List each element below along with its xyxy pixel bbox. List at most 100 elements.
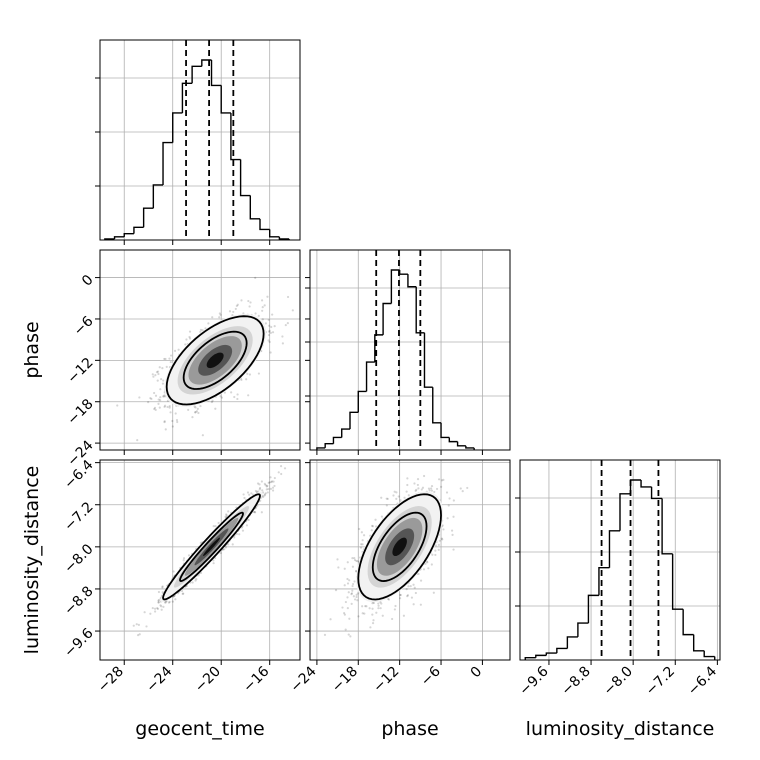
- scatter-point: [236, 397, 239, 401]
- scatter-point: [273, 484, 276, 488]
- scatter-point: [360, 531, 363, 534]
- panel-frame: [519, 459, 721, 661]
- scatter-point: [159, 604, 162, 607]
- scatter-point: [258, 483, 261, 486]
- scatter-point: [151, 373, 154, 376]
- scatter-point: [224, 546, 227, 549]
- scatter-point: [267, 318, 270, 322]
- scatter-point: [243, 496, 246, 500]
- scatter-point: [357, 615, 360, 618]
- histogram-bar: [382, 302, 392, 335]
- scatter-point: [363, 612, 366, 615]
- scatter-point: [361, 605, 364, 608]
- scatter-point: [405, 587, 408, 591]
- scatter-point: [246, 372, 249, 375]
- scatter-point: [181, 592, 184, 595]
- scatter-point: [175, 418, 179, 422]
- scatter-point: [271, 489, 275, 492]
- scatter-point: [433, 490, 436, 494]
- scatter-point: [437, 543, 441, 546]
- scatter-point: [212, 525, 215, 528]
- scatter-point: [409, 585, 412, 588]
- histogram-bar: [162, 141, 173, 185]
- scatter-point: [323, 633, 327, 637]
- x-tick-label: −18: [329, 664, 361, 696]
- scatter-point: [358, 527, 361, 531]
- scatter-point: [427, 567, 430, 570]
- scatter-point: [154, 394, 158, 397]
- scatter-point: [197, 574, 200, 577]
- scatter-point: [195, 578, 198, 581]
- histogram-bar: [440, 422, 450, 439]
- histogram-bar: [692, 634, 705, 652]
- scatter-point: [353, 580, 356, 583]
- scatter-point: [151, 606, 154, 610]
- scatter-point: [157, 601, 160, 604]
- scatter-point: [385, 504, 388, 507]
- scatter-point: [201, 434, 204, 437]
- scatter-point: [169, 354, 173, 357]
- histogram-bar: [357, 390, 367, 413]
- scatter-point: [413, 482, 416, 485]
- scatter-point: [194, 406, 197, 409]
- scatter-point: [452, 499, 455, 502]
- scatter-point: [341, 606, 344, 609]
- scatter-point: [406, 477, 409, 480]
- scatter-point: [348, 579, 351, 582]
- scatter-point: [452, 515, 455, 518]
- histogram-bar: [191, 65, 202, 84]
- scatter-point: [153, 406, 157, 409]
- scatter-point: [187, 554, 191, 557]
- histogram-bar: [577, 622, 589, 637]
- scatter-point: [428, 489, 431, 492]
- scatter-point: [164, 357, 167, 361]
- x-tick-label: −24: [288, 663, 320, 695]
- scatter-point: [438, 478, 441, 481]
- scatter-point: [195, 410, 199, 413]
- scatter-point: [434, 544, 437, 547]
- scatter-point: [269, 487, 273, 490]
- histogram-bar: [566, 636, 578, 649]
- scatter-point: [136, 633, 140, 637]
- scatter-point: [347, 633, 350, 636]
- scatter-point: [184, 343, 187, 346]
- scatter-point: [286, 295, 290, 299]
- scatter-point: [157, 590, 161, 594]
- scatter-point: [245, 378, 248, 381]
- scatter-point: [171, 425, 174, 428]
- scatter-point: [240, 299, 243, 302]
- scatter-point: [371, 607, 374, 610]
- scatter-point: [435, 487, 439, 491]
- scatter-point: [212, 562, 215, 565]
- scatter-point: [220, 396, 223, 399]
- scatter-point: [194, 411, 197, 414]
- scatter-point: [252, 510, 255, 513]
- scatter-point: [177, 454, 179, 456]
- histogram-bar: [316, 447, 326, 450]
- scatter-point: [337, 566, 340, 569]
- scatter-point: [188, 330, 192, 333]
- scatter-point: [336, 558, 339, 561]
- scatter-point: [143, 611, 146, 614]
- scatter-point: [267, 481, 270, 484]
- scatter-point: [380, 602, 383, 605]
- scatter-point: [360, 543, 363, 546]
- scatter-point: [263, 494, 266, 497]
- scatter-point: [447, 504, 450, 507]
- scatter-point: [245, 524, 249, 527]
- scatter-point: [182, 557, 186, 560]
- scatter-point: [410, 596, 414, 599]
- scatter-point: [169, 411, 172, 414]
- scatter-point: [211, 316, 214, 319]
- scatter-point: [419, 603, 422, 606]
- scatter-point: [280, 472, 283, 476]
- scatter-point: [160, 378, 163, 381]
- scatter-point: [257, 314, 260, 317]
- scatter-point: [451, 533, 454, 536]
- histogram-bar: [535, 654, 547, 658]
- scatter-point: [267, 330, 271, 333]
- contour-line: [162, 493, 261, 601]
- scatter-point: [157, 402, 160, 405]
- scatter-point: [268, 481, 271, 484]
- scatter-point: [224, 515, 227, 518]
